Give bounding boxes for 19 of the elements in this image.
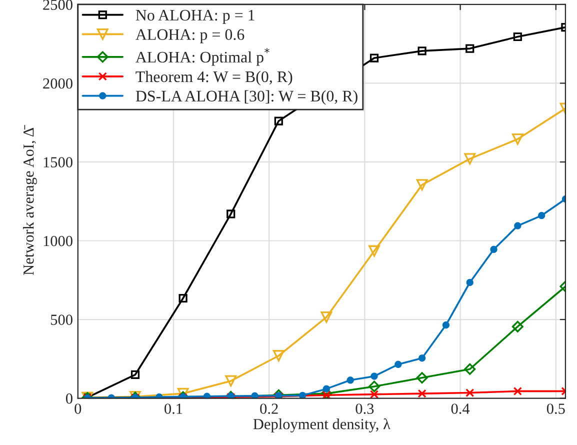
y-tick-label: 1000 — [44, 236, 72, 246]
legend-label: Theorem 4: W = B(0, R) — [136, 70, 292, 86]
legend-label: No ALOHA: p = 1 — [136, 10, 254, 24]
x-tick-label: 0 — [74, 404, 82, 414]
legend-label: ALOHA: Optimal p$^{*}$ — [136, 48, 270, 66]
y-tick-label: 2500 — [43, 0, 72, 10]
y-tick-label: 0 — [66, 393, 72, 404]
y-tick-label: 1500 — [44, 157, 72, 168]
x-tick-label: 0.2 — [260, 404, 278, 414]
x-tick-label: 0.3 — [356, 404, 374, 414]
y-tick-label: 500 — [51, 314, 72, 325]
y-axis-title: Network average AoI, Δ̄ — [23, 124, 37, 275]
legend-label: DS-LA ALOHA [30]: W = B(0, R) — [136, 90, 358, 105]
y-tick-label: 2000 — [43, 78, 72, 89]
legend-label: ALOHA: p = 0.6 — [136, 29, 244, 44]
x-tick-label: 0.5 — [546, 404, 565, 414]
x-axis-title: Deployment density, λ — [253, 418, 390, 432]
x-tick-label: 0.1 — [164, 404, 182, 414]
x-tick-label: 0.4 — [451, 404, 470, 414]
